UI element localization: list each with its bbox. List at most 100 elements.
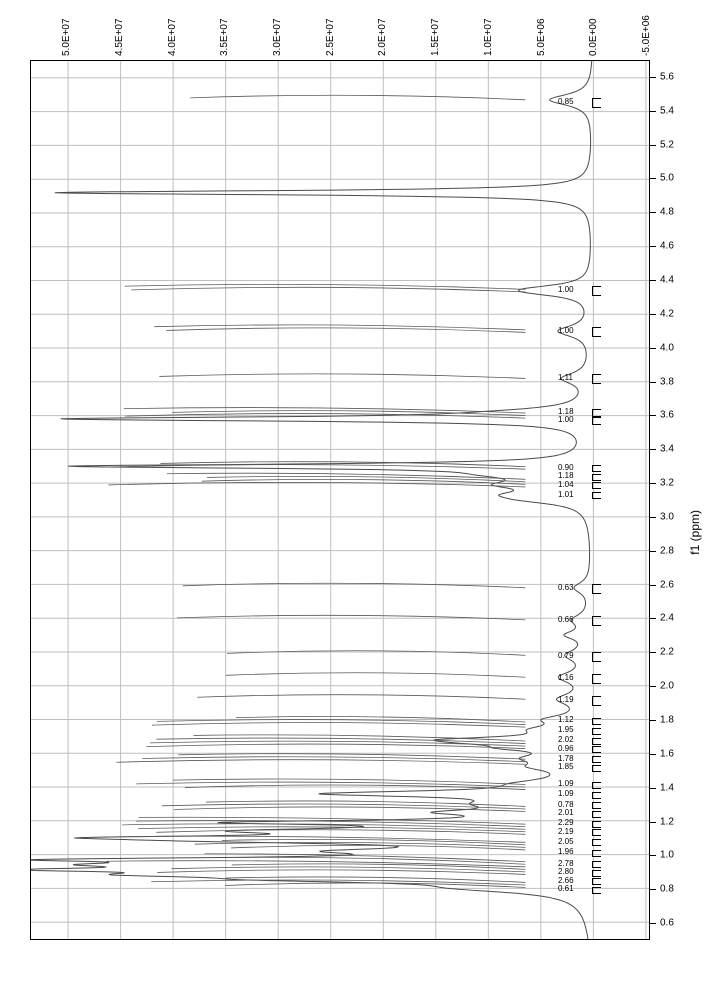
integral-value: 1.00 xyxy=(558,285,574,294)
ppm-tick-label: 4.4 xyxy=(660,275,674,286)
integral-value: 0.96 xyxy=(558,744,574,753)
ppm-tick-label: 2.4 xyxy=(660,613,674,624)
integral-value: 1.11 xyxy=(558,373,573,382)
integral-value: 1.95 xyxy=(558,725,574,734)
integral-bracket xyxy=(592,492,601,499)
ppm-tick xyxy=(650,585,656,586)
ppm-tick xyxy=(650,280,656,281)
nmr-spectrum-root: 5.0E+074.5E+074.0E+073.5E+073.0E+072.5E+… xyxy=(0,0,712,1000)
integral-bracket xyxy=(592,465,601,472)
integral-bracket xyxy=(592,616,601,626)
intensity-axis-top: 5.0E+074.5E+074.0E+073.5E+073.0E+072.5E+… xyxy=(0,0,712,60)
integral-bracket xyxy=(592,850,601,857)
integral-bracket xyxy=(592,870,601,877)
ppm-tick xyxy=(650,517,656,518)
ppm-tick-label: 1.8 xyxy=(660,715,674,726)
integral-value: 1.85 xyxy=(558,762,574,771)
integral-bracket xyxy=(592,718,601,725)
integral-bracket xyxy=(592,409,601,417)
integral-bracket xyxy=(592,738,601,745)
ppm-tick-label: 1.6 xyxy=(660,748,674,759)
intensity-tick-label: 1.0E+07 xyxy=(483,6,494,56)
ppm-tick xyxy=(650,822,656,823)
integral-value: 1.09 xyxy=(558,789,574,798)
ppm-tick xyxy=(650,889,656,890)
ppm-tick-label: 1.4 xyxy=(660,782,674,793)
ppm-tick xyxy=(650,348,656,349)
ppm-tick xyxy=(650,382,656,383)
ppm-tick xyxy=(650,652,656,653)
integral-labels-column: 0.851.001.001.111.181.000.901.181.041.01… xyxy=(590,60,650,940)
ppm-tick xyxy=(650,923,656,924)
intensity-tick-label: 1.5E+07 xyxy=(430,6,441,56)
integral-value: 1.09 xyxy=(558,779,574,788)
integral-value: 1.96 xyxy=(558,847,574,856)
ppm-axis-title: f1 (ppm) xyxy=(688,510,702,555)
integral-bracket xyxy=(592,286,601,296)
ppm-tick-label: 2.6 xyxy=(660,579,674,590)
integral-bracket xyxy=(592,374,601,384)
plot-area xyxy=(30,60,650,940)
ppm-tick xyxy=(650,754,656,755)
intensity-tick-label: 3.0E+07 xyxy=(272,6,283,56)
ppm-tick-label: 5.2 xyxy=(660,139,674,150)
ppm-tick-label: 3.4 xyxy=(660,444,674,455)
integral-value: 0.61 xyxy=(558,884,574,893)
ppm-tick-label: 5.6 xyxy=(660,71,674,82)
integral-bracket xyxy=(592,878,601,885)
integral-bracket xyxy=(592,839,601,846)
integral-value: 1.12 xyxy=(558,715,574,724)
integral-value: 1.00 xyxy=(558,326,574,335)
intensity-tick-label: 0.0E+00 xyxy=(588,6,599,56)
integral-bracket xyxy=(592,98,601,108)
integral-bracket xyxy=(592,728,601,735)
ppm-tick-label: 4.8 xyxy=(660,207,674,218)
integral-bracket xyxy=(592,584,601,594)
integral-value: 0.66 xyxy=(558,615,574,624)
ppm-tick-label: 3.2 xyxy=(660,478,674,489)
integral-bracket xyxy=(592,482,601,489)
integral-bracket xyxy=(592,821,601,828)
integral-bracket xyxy=(592,887,601,894)
ppm-tick-label: 5.0 xyxy=(660,173,674,184)
ppm-tick xyxy=(650,145,656,146)
integral-value: 0.79 xyxy=(558,651,574,660)
intensity-tick-label: 2.0E+07 xyxy=(377,6,388,56)
ppm-tick xyxy=(650,483,656,484)
intensity-tick-label: 3.5E+07 xyxy=(219,6,230,56)
intensity-tick-label: 5.0E+07 xyxy=(61,6,72,56)
integral-bracket xyxy=(592,861,601,868)
peak-picking-curves xyxy=(102,95,525,887)
ppm-tick-label: 3.0 xyxy=(660,511,674,522)
integral-bracket xyxy=(592,746,601,753)
integral-value: 1.00 xyxy=(558,415,574,424)
integral-bracket xyxy=(592,829,601,836)
integral-value: 2.19 xyxy=(558,827,574,836)
integral-bracket xyxy=(592,811,601,818)
integral-value: 1.01 xyxy=(558,490,574,499)
intensity-tick-label: 4.5E+07 xyxy=(114,6,125,56)
intensity-tick-label: 5.0E+06 xyxy=(536,6,547,56)
integral-value: 1.16 xyxy=(558,673,574,682)
ppm-tick xyxy=(650,77,656,78)
integral-bracket xyxy=(592,782,601,789)
ppm-tick-label: 2.2 xyxy=(660,647,674,658)
ppm-tick-label: 1.0 xyxy=(660,850,674,861)
integral-bracket xyxy=(592,792,601,799)
ppm-tick xyxy=(650,449,656,450)
ppm-tick xyxy=(650,415,656,416)
integral-bracket xyxy=(592,765,601,772)
ppm-tick-label: 1.2 xyxy=(660,816,674,827)
ppm-tick xyxy=(650,551,656,552)
ppm-tick-label: 5.4 xyxy=(660,105,674,116)
integral-value: 2.05 xyxy=(558,837,574,846)
ppm-tick-label: 4.0 xyxy=(660,342,674,353)
ppm-tick-label: 4.6 xyxy=(660,241,674,252)
integral-value: 1.04 xyxy=(558,480,574,489)
ppm-tick-label: 3.8 xyxy=(660,376,674,387)
ppm-tick xyxy=(650,788,656,789)
integral-value: 1.19 xyxy=(558,695,574,704)
plot-svg xyxy=(31,61,649,939)
ppm-tick xyxy=(650,314,656,315)
intensity-tick-label: -5.0E+06 xyxy=(641,6,652,56)
